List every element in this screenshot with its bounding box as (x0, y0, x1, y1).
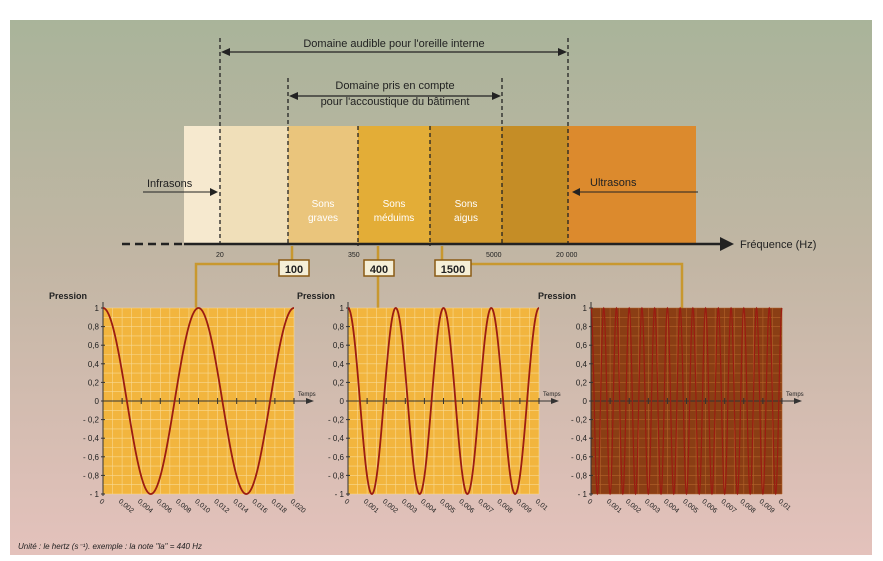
y-tick-label: - 0,6 (328, 453, 345, 462)
building-range-label-1: Domaine pris en compte (335, 80, 454, 92)
x-axis-arrow (306, 398, 314, 404)
y-tick-label: - 0,4 (571, 434, 588, 443)
band-low-audible (220, 126, 288, 244)
graves-label-2: graves (308, 213, 338, 224)
building-arrow-right (492, 92, 501, 100)
y-tick-label: 0 (340, 397, 345, 406)
y-tick-label: 0,2 (333, 378, 345, 387)
footer-note: Unité : le hertz (s⁻¹). exemple : la not… (18, 542, 202, 551)
x-axis-title: Temps (786, 392, 804, 398)
y-tick-label: 0,8 (88, 323, 100, 332)
callout-1500-box (434, 259, 472, 277)
y-tick-label: 0 (95, 397, 100, 406)
y-tick-label: 0,8 (576, 323, 588, 332)
ultrasons-arrow-head (572, 188, 580, 196)
audible-arrow-left (221, 48, 230, 56)
building-arrow-left (289, 92, 298, 100)
y-tick-label: - 0,4 (328, 434, 345, 443)
chart-1500hz: Pression Temps 1 0,8 0,6 0,4 0,2 0 - 0,2 - 0,4 - 0… (538, 291, 804, 515)
callout-connectors (194, 246, 684, 308)
callout-100: 100 (285, 264, 303, 276)
infrasons-label: Infrasons (147, 178, 193, 190)
building-range-label-2: pour l'accoustique du bâtiment (321, 96, 470, 108)
band-mediums (358, 126, 430, 244)
ultrasons-label: Ultrasons (590, 177, 637, 189)
wave-series (347, 307, 540, 495)
y-tick-label: - 0,2 (571, 416, 588, 425)
y-tick-label: 0,2 (88, 378, 100, 387)
y-axis-title: Pression (297, 291, 335, 301)
axis-tick-350: 350 (348, 252, 360, 259)
y-tick-label: - 0,6 (571, 453, 588, 462)
callout-1500: 1500 (441, 264, 465, 276)
mediums-label-2: méduims (374, 213, 415, 224)
y-tick-label: 1 (340, 304, 345, 313)
y-tick-label: 0,4 (88, 360, 100, 369)
y-tick-label: 1 (583, 304, 588, 313)
y-tick-label: - 0,2 (83, 416, 100, 425)
y-tick-label: 0 (583, 397, 588, 406)
band-aigus (430, 126, 502, 244)
y-tick-label: 0,2 (576, 378, 588, 387)
y-tick-label: 0,6 (333, 341, 345, 350)
x-tick-label: 0 (586, 498, 594, 506)
y-tick-label: 1 (95, 304, 100, 313)
graves-label-1: Sons (312, 199, 335, 210)
x-axis-title: Temps (543, 392, 561, 398)
callout-400: 400 (370, 264, 388, 276)
axis-tick-20: 20 (216, 252, 224, 259)
band-infra (184, 126, 220, 244)
chart-400hz: Pression Temps 1 0,8 0,6 0,4 0,2 0 - 0,2 - 0,4 - 0… (297, 291, 561, 515)
frequency-axis-label: Fréquence (Hz) (740, 239, 816, 251)
y-tick-label: - 0,6 (83, 453, 100, 462)
callout-400-box (363, 259, 395, 277)
y-tick-label: 0,6 (88, 341, 100, 350)
y-tick-label: 0,4 (333, 360, 345, 369)
y-tick-label: - 0,2 (328, 416, 345, 425)
aigus-label-1: Sons (455, 199, 478, 210)
axis-tick-5000: 5000 (486, 252, 502, 259)
y-tick-label: 0,4 (576, 360, 588, 369)
y-tick-label: - 1 (335, 490, 345, 499)
y-axis-title: Pression (538, 291, 576, 301)
audible-range-label: Domaine audible pour l'oreille interne (303, 38, 484, 50)
x-axis-arrow (794, 398, 802, 404)
mediums-label-1: Sons (383, 199, 406, 210)
y-tick-label: - 0,8 (571, 471, 588, 480)
y-tick-label: - 1 (578, 490, 588, 499)
x-tick-label: 0 (343, 498, 351, 506)
y-tick-label: - 0,4 (83, 434, 100, 443)
band-ultra (568, 126, 696, 244)
aigus-label-2: aigus (454, 213, 478, 224)
frequency-axis-arrow (720, 237, 734, 251)
axis-tick-20000: 20 000 (556, 252, 578, 259)
audible-arrow-right (558, 48, 567, 56)
band-graves (288, 126, 358, 244)
y-tick-label: - 1 (90, 490, 100, 499)
boundary-lines (219, 38, 569, 246)
callout-100-box (278, 259, 310, 277)
y-tick-label: 0,6 (576, 341, 588, 350)
x-axis-arrow (551, 398, 559, 404)
x-axis-title: Temps (298, 392, 316, 398)
infrasons-arrow-head (210, 188, 218, 196)
y-tick-label: 0,8 (333, 323, 345, 332)
band-high-audible (502, 126, 568, 244)
y-tick-label: - 0,8 (83, 471, 100, 480)
wave-series (102, 307, 295, 495)
wave-series (590, 306, 783, 496)
y-tick-label: - 0,8 (328, 471, 345, 480)
x-tick-label: 0 (98, 498, 106, 506)
y-axis-title: Pression (49, 291, 87, 301)
